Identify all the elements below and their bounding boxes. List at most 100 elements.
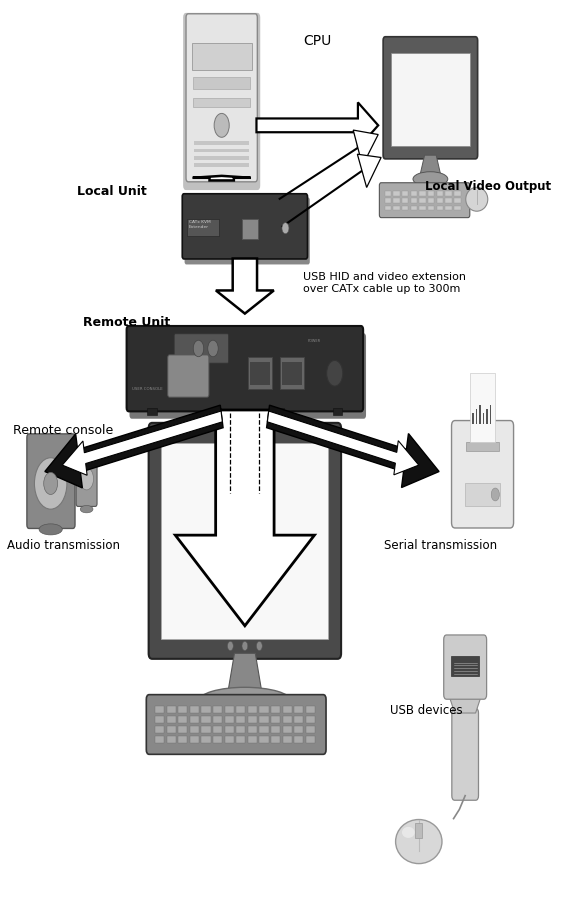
Bar bbox=[161, 443, 328, 638]
Bar bbox=[476, 409, 478, 424]
Bar bbox=[224, 705, 234, 713]
Bar bbox=[437, 191, 443, 195]
Bar bbox=[242, 219, 258, 239]
Bar bbox=[194, 156, 249, 159]
Bar bbox=[155, 726, 164, 733]
Bar bbox=[260, 736, 268, 743]
Text: USER CONSOLE: USER CONSOLE bbox=[132, 387, 162, 391]
FancyBboxPatch shape bbox=[130, 333, 366, 419]
Bar bbox=[155, 716, 164, 723]
Bar bbox=[402, 205, 408, 210]
Text: Serial transmission: Serial transmission bbox=[384, 539, 497, 552]
FancyBboxPatch shape bbox=[76, 450, 97, 507]
Bar bbox=[202, 726, 210, 733]
Circle shape bbox=[80, 468, 94, 490]
Bar bbox=[472, 413, 474, 424]
Bar bbox=[306, 726, 315, 733]
Bar bbox=[437, 198, 443, 203]
Bar bbox=[260, 705, 268, 713]
Bar bbox=[271, 726, 280, 733]
Ellipse shape bbox=[413, 171, 448, 186]
Bar bbox=[213, 726, 222, 733]
Bar bbox=[166, 716, 176, 723]
Circle shape bbox=[35, 458, 67, 509]
FancyBboxPatch shape bbox=[168, 355, 209, 397]
Bar bbox=[248, 736, 257, 743]
Bar bbox=[271, 716, 280, 723]
Bar bbox=[280, 356, 304, 389]
Bar bbox=[213, 705, 222, 713]
Bar bbox=[445, 198, 452, 203]
Bar bbox=[282, 362, 302, 385]
Text: USB devices: USB devices bbox=[390, 704, 462, 717]
Bar bbox=[271, 736, 280, 743]
Polygon shape bbox=[257, 102, 378, 148]
Ellipse shape bbox=[199, 687, 291, 715]
Bar bbox=[306, 736, 315, 743]
Bar bbox=[236, 736, 246, 743]
Bar bbox=[420, 198, 426, 203]
Bar bbox=[384, 198, 391, 203]
Polygon shape bbox=[45, 405, 223, 488]
Bar bbox=[454, 191, 461, 195]
Text: Remote Unit: Remote Unit bbox=[83, 316, 170, 330]
Bar bbox=[236, 726, 246, 733]
Bar bbox=[420, 205, 426, 210]
Bar bbox=[202, 736, 210, 743]
FancyBboxPatch shape bbox=[127, 326, 363, 412]
Bar bbox=[260, 726, 268, 733]
Text: CPU: CPU bbox=[303, 33, 331, 48]
Bar bbox=[202, 716, 210, 723]
Bar bbox=[194, 142, 249, 146]
Bar bbox=[486, 409, 488, 424]
Bar bbox=[213, 716, 222, 723]
Bar bbox=[294, 705, 304, 713]
FancyBboxPatch shape bbox=[444, 635, 486, 699]
Polygon shape bbox=[193, 176, 251, 181]
Ellipse shape bbox=[466, 187, 488, 211]
Bar bbox=[445, 205, 452, 210]
Bar bbox=[194, 149, 249, 153]
Bar bbox=[224, 736, 234, 743]
FancyBboxPatch shape bbox=[452, 421, 513, 528]
Circle shape bbox=[227, 641, 233, 650]
Bar bbox=[148, 408, 156, 415]
Bar bbox=[482, 413, 484, 424]
Polygon shape bbox=[448, 692, 482, 713]
Bar bbox=[193, 76, 250, 88]
FancyBboxPatch shape bbox=[383, 37, 478, 158]
Bar bbox=[489, 405, 491, 424]
Circle shape bbox=[491, 488, 499, 501]
Bar bbox=[393, 198, 400, 203]
Bar bbox=[248, 705, 257, 713]
Bar bbox=[466, 442, 499, 451]
Ellipse shape bbox=[396, 820, 442, 864]
Bar bbox=[294, 716, 304, 723]
Bar bbox=[250, 362, 270, 385]
Polygon shape bbox=[357, 154, 381, 188]
Bar bbox=[213, 736, 222, 743]
FancyBboxPatch shape bbox=[182, 193, 308, 259]
Bar bbox=[384, 205, 391, 210]
Bar bbox=[260, 716, 268, 723]
Bar bbox=[236, 705, 246, 713]
Bar bbox=[192, 42, 251, 70]
Bar bbox=[415, 823, 423, 838]
Bar bbox=[428, 205, 434, 210]
Bar bbox=[391, 53, 469, 146]
Bar bbox=[411, 205, 417, 210]
Bar bbox=[166, 705, 176, 713]
Bar bbox=[393, 191, 400, 195]
FancyBboxPatch shape bbox=[183, 13, 260, 190]
Polygon shape bbox=[175, 410, 315, 625]
Bar bbox=[282, 736, 292, 743]
Circle shape bbox=[193, 340, 204, 356]
Ellipse shape bbox=[402, 827, 415, 838]
Bar bbox=[470, 373, 495, 442]
Bar bbox=[271, 705, 280, 713]
Bar bbox=[454, 205, 461, 210]
Bar bbox=[224, 716, 234, 723]
Bar bbox=[294, 736, 304, 743]
Bar bbox=[202, 705, 210, 713]
Bar bbox=[187, 219, 219, 236]
